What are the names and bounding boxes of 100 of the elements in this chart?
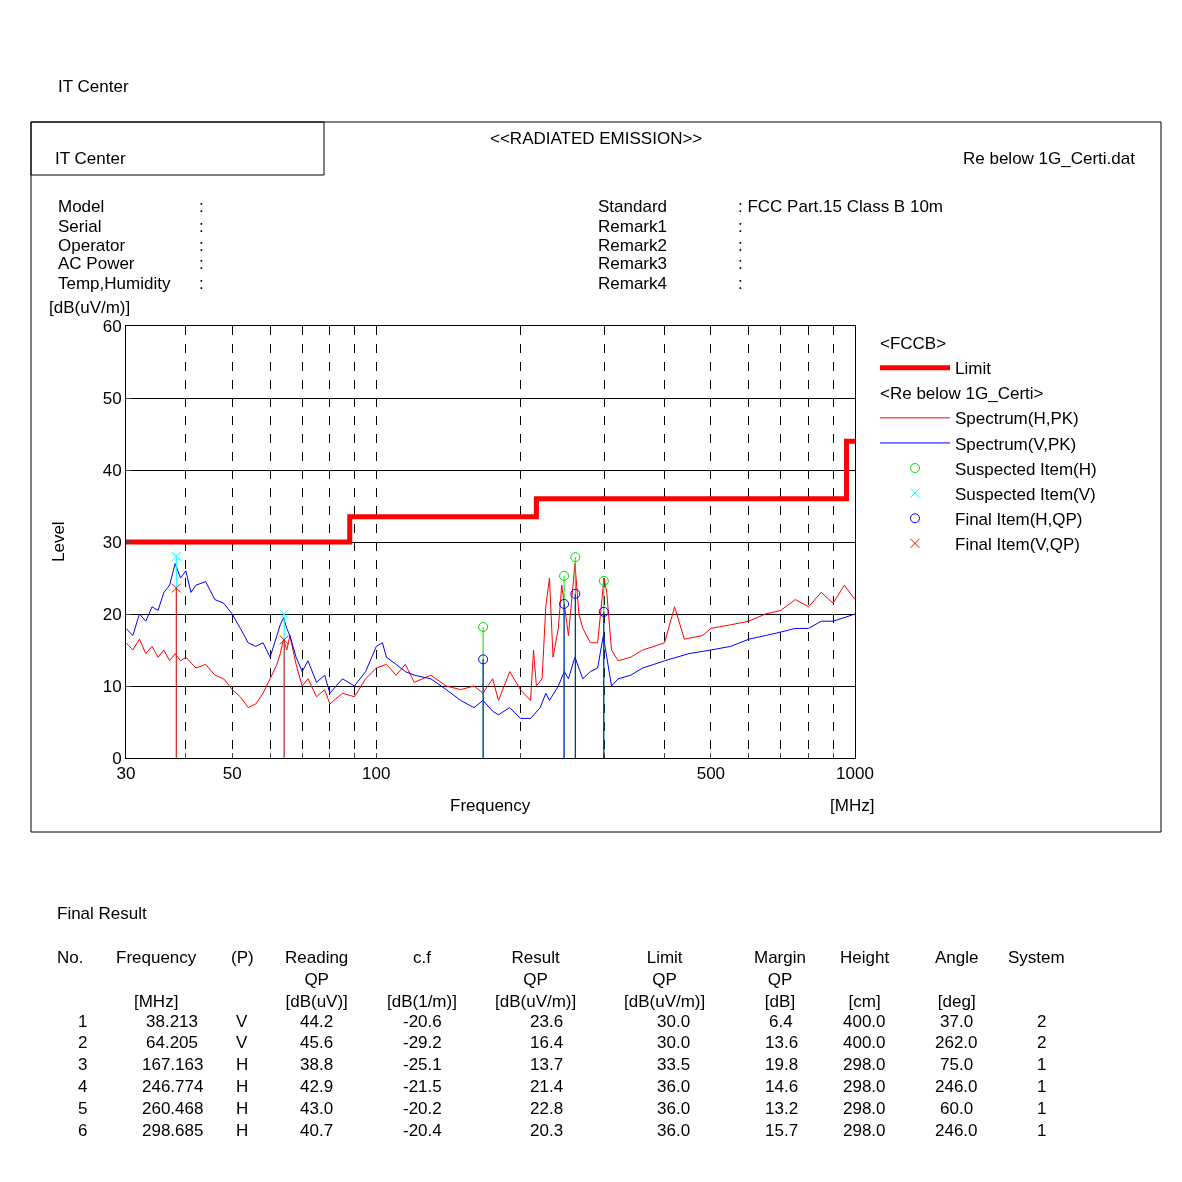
- text: 23.6: [530, 1012, 564, 1031]
- y-tick-label: 30: [102, 532, 122, 552]
- legend-label: Final Item(H,QP): [955, 509, 1083, 529]
- y-axis-title: Level: [49, 521, 68, 562]
- text: 262.0: [935, 1033, 978, 1052]
- text: -20.2: [403, 1099, 442, 1118]
- text: 60.0: [940, 1099, 974, 1118]
- text: 36.0: [657, 1099, 691, 1118]
- text: 30.0: [657, 1012, 691, 1031]
- y-tick-label: 50: [102, 388, 122, 408]
- text: :: [199, 236, 204, 255]
- text: 16.4: [530, 1033, 564, 1052]
- legend-label: Spectrum(V,PK): [955, 434, 1077, 454]
- text: 44.2: [300, 1012, 334, 1031]
- x-tick-label: 50: [222, 764, 242, 784]
- text: 42.9: [300, 1077, 334, 1096]
- text: 14.6: [765, 1077, 799, 1096]
- text: 13.6: [765, 1033, 799, 1052]
- text: 20.3: [530, 1121, 564, 1140]
- text: 2: [1037, 1012, 1047, 1031]
- text: :: [199, 254, 204, 273]
- text: 36.0: [657, 1121, 691, 1140]
- text: 260.468: [142, 1099, 204, 1118]
- text: 5: [78, 1099, 88, 1118]
- y-tick-label: 10: [102, 676, 122, 696]
- text: 38.8: [300, 1055, 334, 1074]
- text: 6: [78, 1121, 88, 1140]
- text: Result QP [dB(uV/m)]: [495, 948, 577, 1012]
- text: Standard: [598, 197, 667, 216]
- text: :: [199, 217, 204, 236]
- text: 1: [1037, 1077, 1047, 1096]
- text: 15.7: [765, 1121, 799, 1140]
- text: 45.6: [300, 1033, 334, 1052]
- text: Final Result: [57, 904, 148, 923]
- text: Angle [deg]: [935, 948, 979, 1012]
- text: H: [236, 1099, 249, 1118]
- text: 298.685: [142, 1121, 204, 1140]
- text: 64.205: [146, 1033, 198, 1052]
- text: System: [1008, 948, 1065, 967]
- text: 1: [78, 1012, 88, 1031]
- text: IT Center: [58, 77, 129, 96]
- text: Remark3: [598, 254, 667, 273]
- text: V: [236, 1033, 248, 1052]
- text: Height [cm]: [840, 948, 890, 1012]
- x-tick-label: 100: [362, 764, 391, 784]
- text: H: [236, 1077, 249, 1096]
- text: <Re below 1G_Certi>: [880, 384, 1044, 404]
- legend-label: Suspected Item(H): [955, 459, 1097, 479]
- chart-title: <<RADIATED EMISSION>>: [490, 129, 703, 148]
- text: 3: [78, 1055, 88, 1074]
- text: 22.8: [530, 1099, 564, 1118]
- text: -25.1: [403, 1055, 442, 1074]
- text: Operator: [58, 236, 126, 255]
- text: H: [236, 1121, 249, 1140]
- legend-title: <FCCB>: [880, 334, 947, 354]
- text: Margin QP [dB]: [754, 948, 806, 1012]
- text: : FCC Part.15 Class B 10m: [738, 197, 944, 216]
- text: 19.8: [765, 1055, 799, 1074]
- text: -29.2: [403, 1033, 442, 1052]
- text: :: [738, 254, 743, 273]
- text: 298.0: [843, 1055, 886, 1074]
- text: 38.213: [146, 1012, 198, 1031]
- text: 6.4: [769, 1012, 793, 1031]
- x-tick-label: 1000: [836, 764, 874, 784]
- y-tick-label: 20: [102, 604, 122, 624]
- text: 1: [1037, 1121, 1047, 1140]
- text: Serial: [58, 217, 102, 236]
- text: 2: [1037, 1033, 1047, 1052]
- text: [MHz]: [830, 796, 875, 815]
- text: :: [738, 236, 743, 255]
- text: 298.0: [843, 1121, 886, 1140]
- text: :: [738, 274, 743, 293]
- text: Remark2: [598, 236, 667, 255]
- legend-label: Suspected Item(V): [955, 484, 1096, 504]
- legend-label: Limit: [955, 359, 992, 379]
- text: 30.0: [657, 1033, 691, 1052]
- text: 298.0: [843, 1077, 886, 1096]
- text: Re below 1G_Certi.dat: [963, 149, 1136, 168]
- text: 298.0: [843, 1099, 886, 1118]
- text: -20.6: [403, 1012, 442, 1031]
- text: 4: [78, 1077, 88, 1096]
- legend-label: Final Item(V,QP): [955, 534, 1081, 554]
- text: H: [236, 1055, 249, 1074]
- text: 13.7: [530, 1055, 564, 1074]
- text: 1: [1037, 1055, 1047, 1074]
- text: 36.0: [657, 1077, 691, 1096]
- text: V: [236, 1012, 248, 1031]
- text: Remark1: [598, 217, 667, 236]
- text: 43.0: [300, 1099, 334, 1118]
- text: 400.0: [843, 1012, 886, 1031]
- text: Frequency [MHz]: [116, 948, 197, 1012]
- text: -20.4: [403, 1121, 442, 1140]
- text: 246.0: [935, 1077, 978, 1096]
- text: :: [738, 217, 743, 236]
- text: Remark4: [598, 274, 667, 293]
- x-tick-label: 500: [696, 764, 726, 784]
- text: 75.0: [940, 1055, 974, 1074]
- text: 33.5: [657, 1055, 691, 1074]
- legend-label: Spectrum(H,PK): [955, 409, 1079, 429]
- text: :: [199, 197, 204, 216]
